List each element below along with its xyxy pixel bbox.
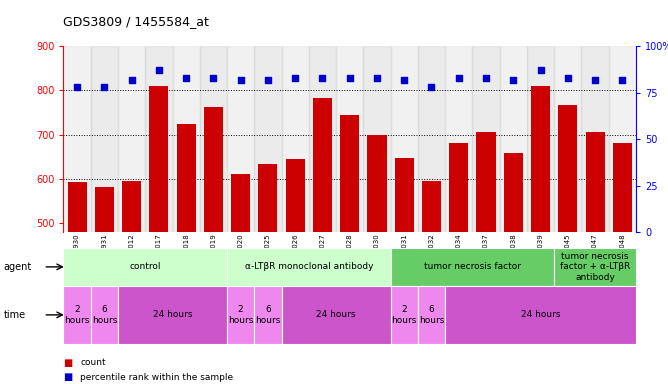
Bar <box>204 107 223 232</box>
Point <box>562 74 573 81</box>
Bar <box>558 104 577 232</box>
Bar <box>122 181 141 232</box>
Bar <box>231 174 250 232</box>
Point <box>617 76 628 83</box>
Text: 6
hours: 6 hours <box>419 305 444 324</box>
Bar <box>449 143 468 232</box>
Bar <box>259 164 277 232</box>
Bar <box>336 46 363 232</box>
Point <box>290 74 301 81</box>
Point <box>317 74 328 81</box>
Point <box>263 76 273 83</box>
Point <box>235 76 246 83</box>
Point <box>181 74 192 81</box>
Text: agent: agent <box>3 262 31 272</box>
Bar <box>418 46 445 232</box>
Bar <box>200 46 227 232</box>
Bar <box>554 46 581 232</box>
Bar <box>227 46 255 232</box>
Bar <box>472 46 500 232</box>
Bar <box>391 46 418 232</box>
Point <box>481 74 492 81</box>
Text: 2
hours: 2 hours <box>228 305 253 324</box>
Bar <box>609 46 636 232</box>
Point <box>454 74 464 81</box>
Text: 2
hours: 2 hours <box>64 305 90 324</box>
Text: 24 hours: 24 hours <box>521 310 560 319</box>
Point <box>535 67 546 73</box>
Text: time: time <box>3 310 25 320</box>
Bar <box>176 124 196 232</box>
Text: ■: ■ <box>63 358 73 368</box>
Text: 6
hours: 6 hours <box>255 305 281 324</box>
Bar <box>63 46 91 232</box>
Bar <box>286 159 305 232</box>
Point <box>508 76 518 83</box>
Bar <box>581 46 609 232</box>
Bar <box>613 143 632 232</box>
Bar <box>500 46 527 232</box>
Bar <box>340 115 359 232</box>
Text: GDS3809 / 1455584_at: GDS3809 / 1455584_at <box>63 15 209 28</box>
Bar <box>145 46 172 232</box>
Text: tumor necrosis factor: tumor necrosis factor <box>424 262 521 271</box>
Bar <box>445 46 472 232</box>
Text: ■: ■ <box>63 372 73 382</box>
Bar <box>281 46 309 232</box>
Text: tumor necrosis
factor + α-LTβR
antibody: tumor necrosis factor + α-LTβR antibody <box>560 252 630 282</box>
Text: 24 hours: 24 hours <box>153 310 192 319</box>
Bar <box>150 86 168 232</box>
Bar <box>504 152 523 232</box>
Bar <box>118 46 145 232</box>
Bar <box>309 46 336 232</box>
Text: 2
hours: 2 hours <box>391 305 417 324</box>
Point <box>208 74 218 81</box>
Bar <box>476 132 496 232</box>
Bar <box>422 181 441 232</box>
Point <box>154 67 164 73</box>
Text: percentile rank within the sample: percentile rank within the sample <box>80 372 233 382</box>
Bar <box>95 187 114 232</box>
Bar <box>527 46 554 232</box>
Bar <box>531 86 550 232</box>
Point <box>99 84 110 90</box>
Text: 24 hours: 24 hours <box>317 310 356 319</box>
Bar <box>586 132 605 232</box>
Bar <box>91 46 118 232</box>
Point <box>399 76 409 83</box>
Bar <box>395 158 413 232</box>
Bar <box>67 182 87 232</box>
Point <box>345 74 355 81</box>
Point <box>126 76 137 83</box>
Text: count: count <box>80 358 106 367</box>
Bar <box>363 46 391 232</box>
Point <box>371 74 382 81</box>
Bar <box>172 46 200 232</box>
Text: 6
hours: 6 hours <box>92 305 117 324</box>
Point <box>590 76 601 83</box>
Bar <box>367 135 387 232</box>
Point <box>71 84 82 90</box>
Bar <box>313 98 332 232</box>
Point <box>426 84 437 90</box>
Bar <box>255 46 281 232</box>
Text: α-LTβR monoclonal antibody: α-LTβR monoclonal antibody <box>244 262 373 271</box>
Text: control: control <box>130 262 161 271</box>
